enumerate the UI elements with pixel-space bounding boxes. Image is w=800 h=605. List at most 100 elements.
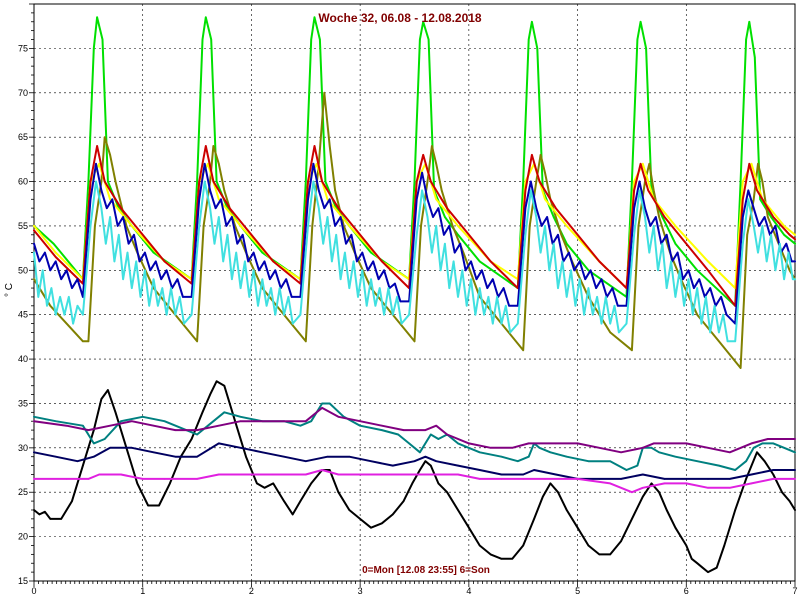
series-6 [33, 180, 796, 343]
data-point [120, 420, 122, 423]
data-point [522, 180, 524, 183]
data-point [705, 296, 707, 298]
data-point [781, 491, 783, 494]
data-point [383, 269, 385, 272]
data-point [685, 544, 688, 547]
data-point [424, 460, 427, 463]
data-point [109, 198, 111, 201]
data-point [676, 251, 679, 254]
data-point [578, 260, 581, 263]
data-point [93, 442, 95, 445]
data-point [337, 416, 340, 418]
data-point [328, 145, 331, 147]
data-point [278, 287, 281, 289]
data-point [742, 198, 744, 201]
data-point [779, 242, 781, 245]
data-point [794, 469, 796, 471]
data-point [323, 207, 326, 209]
data-point [794, 242, 796, 245]
data-point [774, 225, 777, 227]
data-point [95, 163, 97, 165]
data-point [674, 225, 677, 227]
data-point [291, 322, 294, 325]
data-point [71, 287, 73, 289]
y-tick-label: 55 [18, 221, 28, 231]
data-point [419, 38, 421, 41]
data-point [426, 180, 429, 183]
data-point [100, 398, 103, 400]
data-point [533, 518, 535, 520]
data-point [120, 207, 122, 209]
data-point [718, 340, 720, 343]
data-point [196, 429, 198, 431]
data-point [726, 340, 729, 343]
data-point [729, 478, 731, 480]
data-point [570, 269, 572, 272]
data-point [642, 447, 644, 449]
data-point [750, 473, 753, 476]
data-point [114, 180, 117, 183]
data-point [598, 260, 601, 263]
data-point [448, 287, 451, 289]
data-point [517, 305, 519, 307]
data-point [633, 189, 635, 192]
data-point [100, 207, 103, 209]
chart-footer: 0=Mon [12.08 23:55] 6=Son [362, 565, 490, 576]
data-point [33, 478, 35, 480]
data-point [788, 234, 791, 236]
data-point [201, 411, 204, 414]
data-point [402, 500, 405, 502]
data-point [220, 198, 222, 201]
data-point [38, 513, 41, 516]
data-point [478, 478, 481, 480]
data-point [435, 424, 438, 427]
data-point [444, 216, 446, 218]
data-point [636, 464, 639, 467]
data-point [33, 451, 35, 454]
data-point [49, 269, 52, 272]
x-tick-label: 4 [466, 586, 471, 596]
data-point [435, 225, 438, 227]
data-point [165, 269, 168, 272]
data-point [120, 473, 122, 476]
data-point [287, 296, 290, 298]
data-point [517, 322, 519, 325]
data-point [794, 238, 796, 240]
data-point [98, 473, 100, 476]
data-point [33, 416, 35, 418]
data-point [135, 260, 137, 263]
data-point [663, 442, 666, 445]
data-point [207, 424, 209, 427]
data-point [415, 198, 418, 201]
data-point [93, 47, 95, 50]
data-point [190, 438, 193, 440]
data-point [642, 163, 644, 165]
data-point [98, 163, 100, 165]
data-point [448, 225, 451, 227]
data-point [548, 269, 551, 272]
data-point [381, 473, 383, 476]
data-point [745, 38, 747, 41]
data-point [555, 207, 557, 209]
data-point [655, 216, 657, 218]
data-point [182, 296, 184, 298]
data-point [468, 442, 470, 445]
data-point [54, 420, 57, 423]
data-point [783, 438, 785, 440]
data-point [748, 163, 751, 165]
data-point [785, 242, 788, 245]
data-point [552, 216, 555, 218]
data-point [620, 540, 622, 542]
data-point [745, 460, 747, 463]
data-point [131, 287, 133, 289]
data-point [196, 180, 198, 183]
data-point [218, 442, 220, 445]
data-point [324, 180, 327, 183]
data-point [642, 495, 644, 498]
data-point [576, 478, 579, 480]
data-point [696, 269, 698, 272]
data-point [533, 469, 535, 471]
data-point [457, 464, 459, 467]
data-point [644, 216, 646, 218]
data-point [642, 487, 644, 489]
